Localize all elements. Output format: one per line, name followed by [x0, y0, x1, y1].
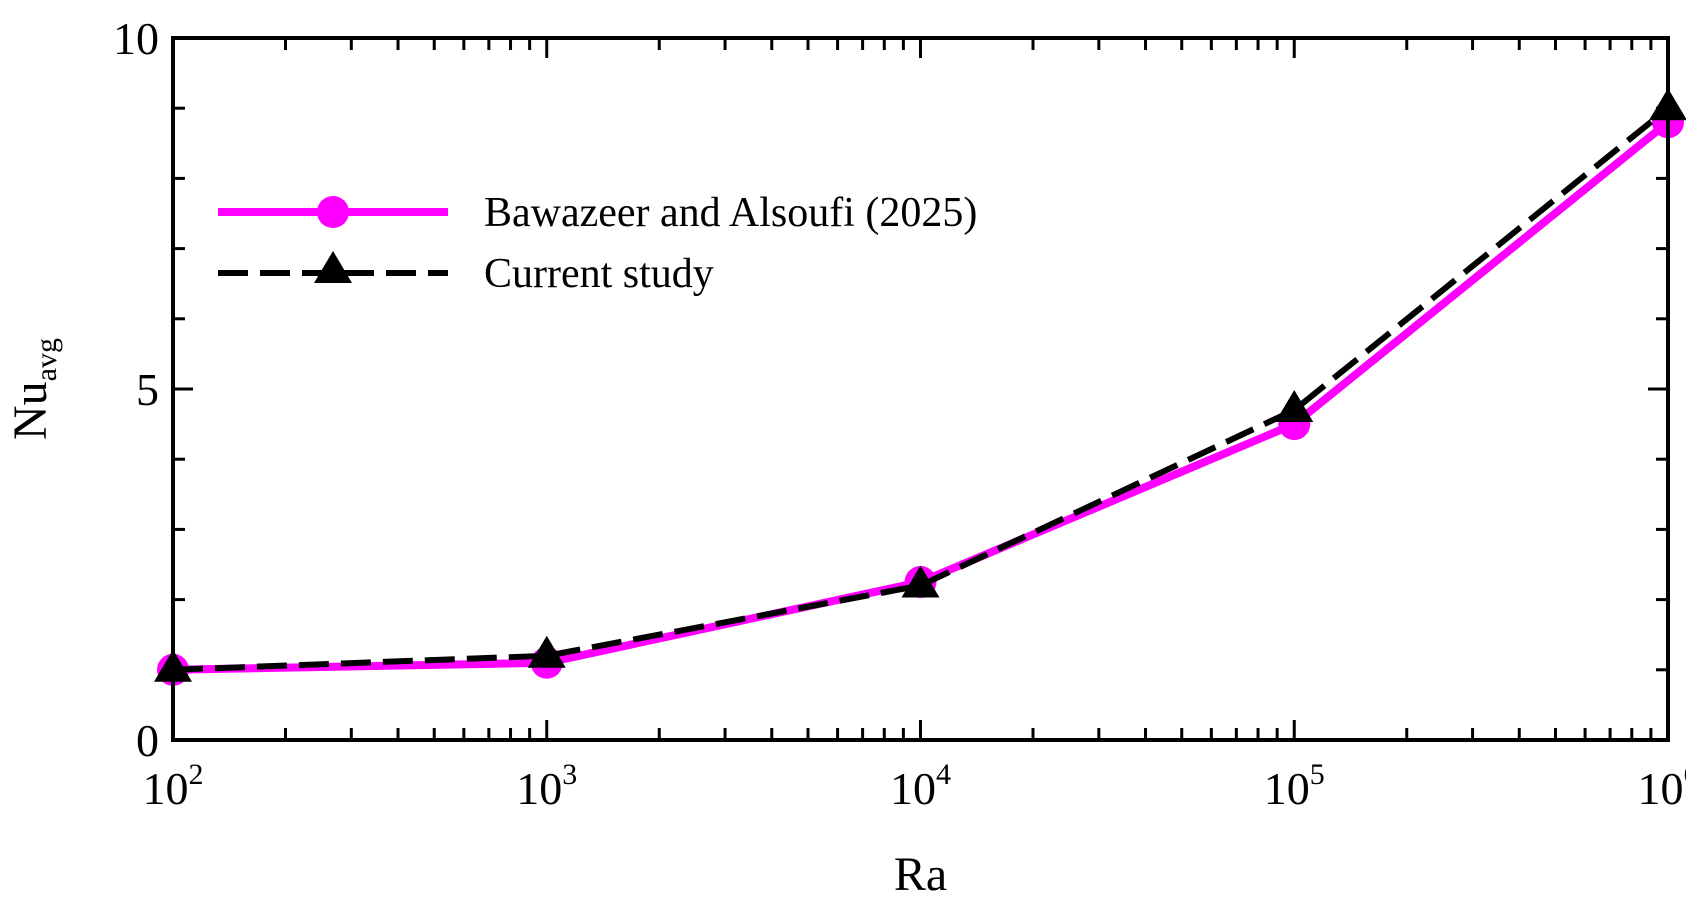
data-point-series-2 — [901, 565, 940, 598]
x-tick-label: 106 — [1638, 758, 1686, 814]
y-tick-label: 5 — [136, 364, 159, 415]
legend-marker-series-2 — [314, 251, 352, 283]
x-tick-label-exp: 2 — [189, 758, 204, 791]
y-axis-title-main: Nu — [4, 381, 57, 440]
data-point-series-2 — [1275, 390, 1314, 423]
y-axis-title-sub: avg — [30, 338, 63, 381]
legend: Bawazeer and Alsoufi (2025) Current stud… — [218, 190, 977, 297]
x-tick-label-exp: 3 — [562, 758, 577, 791]
x-axis-title: Ra — [894, 848, 947, 898]
x-tick-label-base: 10 — [1638, 763, 1684, 814]
x-tick-label-exp: 5 — [1310, 758, 1325, 791]
ticks-layer: 1021031041051060510 — [113, 13, 1686, 814]
y-tick-label: 0 — [136, 715, 159, 766]
x-tick-label: 103 — [516, 758, 577, 814]
plot-frame — [171, 36, 1670, 742]
legend-entry-series-1: Bawazeer and Alsoufi (2025) — [218, 190, 977, 236]
x-tick-label-base: 10 — [516, 763, 562, 814]
x-tick-label-exp: 6 — [1684, 758, 1686, 791]
x-tick-label-base: 10 — [143, 763, 189, 814]
y-tick-label: 10 — [113, 13, 159, 64]
data-point-series-2 — [527, 635, 566, 668]
y-axis-title: Nuavg — [4, 338, 63, 440]
x-tick-label-exp: 4 — [936, 758, 951, 791]
plot-layer — [154, 88, 1686, 686]
x-tick-label: 104 — [890, 758, 951, 814]
series-line-2 — [172, 105, 1670, 673]
legend-label-series-2: Current study — [484, 251, 714, 297]
legend-label-series-1: Bawazeer and Alsoufi (2025) — [484, 190, 977, 236]
x-tick-label: 102 — [143, 758, 204, 814]
x-tick-label: 105 — [1264, 758, 1325, 814]
x-tick-label-base: 10 — [890, 763, 936, 814]
x-tick-label-base: 10 — [1264, 763, 1310, 814]
legend-marker-series-1 — [317, 196, 349, 228]
legend-entry-series-2: Current study — [218, 251, 714, 297]
